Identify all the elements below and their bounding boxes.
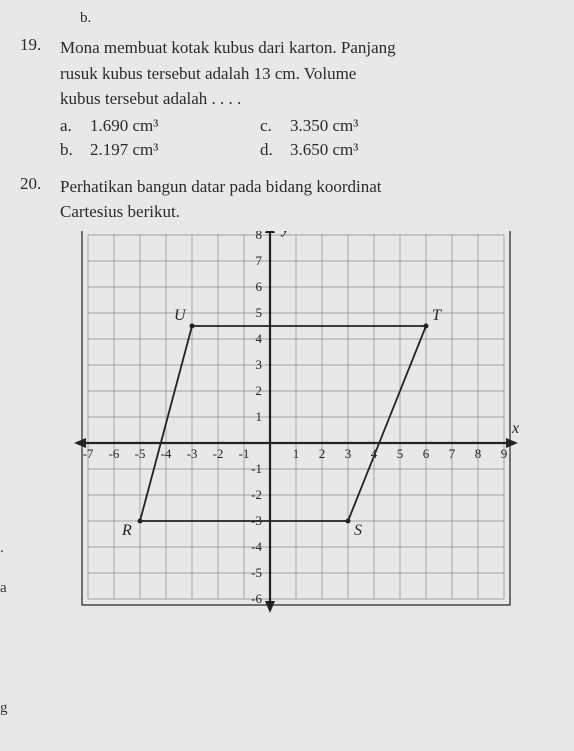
svg-text:-4: -4: [161, 446, 172, 461]
svg-text:T: T: [432, 307, 442, 324]
q19-options: a. 1.690 cm³ b. 2.197 cm³ c. 3.350 cm³ d…: [60, 116, 554, 160]
svg-text:y: y: [280, 231, 290, 237]
q20-line1: Perhatikan bangun datar pada bidang koor…: [60, 174, 381, 200]
question-20: 20. Perhatikan bangun datar pada bidang …: [20, 174, 554, 631]
svg-text:6: 6: [423, 446, 430, 461]
svg-text:9: 9: [501, 446, 508, 461]
q19-optlabel-d: d.: [260, 140, 290, 160]
svg-text:-4: -4: [251, 539, 262, 554]
q19-optlabel-c: c.: [260, 116, 290, 136]
svg-text:8: 8: [256, 231, 263, 242]
svg-text:R: R: [121, 522, 132, 539]
svg-text:1: 1: [256, 409, 263, 424]
q19-optlabel-a: a.: [60, 116, 90, 136]
svg-text:5: 5: [397, 446, 404, 461]
svg-text:4: 4: [256, 331, 263, 346]
side-fragment-1: .: [0, 540, 4, 557]
svg-text:x: x: [511, 420, 519, 437]
side-fragment-3: g: [0, 700, 8, 717]
svg-text:-6: -6: [109, 446, 120, 461]
q19-option-d: d. 3.650 cm³: [260, 140, 358, 160]
svg-text:-6: -6: [251, 591, 262, 606]
svg-text:5: 5: [256, 305, 263, 320]
svg-text:-5: -5: [251, 565, 262, 580]
q20-line2: Cartesius berikut.: [60, 199, 381, 225]
q19-optval-c: 3.350 cm³: [290, 116, 358, 136]
top-fragment: b.: [80, 10, 554, 27]
q19-line2: rusuk kubus tersebut adalah 13 cm. Volum…: [60, 61, 396, 87]
q19-option-c: c. 3.350 cm³: [260, 116, 358, 136]
q19-optval-d: 3.650 cm³: [290, 140, 358, 160]
graph-container: -7-6-5-4-3-2-112345678987654321-1-2-3-4-…: [60, 231, 554, 631]
q19-optval-b: 2.197 cm³: [90, 140, 158, 160]
question-19: 19. Mona membuat kotak kubus dari karton…: [20, 35, 554, 160]
q19-option-b: b. 2.197 cm³: [60, 140, 260, 160]
svg-text:3: 3: [345, 446, 352, 461]
svg-text:6: 6: [256, 279, 263, 294]
svg-text:-7: -7: [83, 446, 94, 461]
coordinate-graph: -7-6-5-4-3-2-112345678987654321-1-2-3-4-…: [60, 231, 540, 631]
q19-line3: kubus tersebut adalah . . . .: [60, 86, 396, 112]
svg-text:7: 7: [449, 446, 456, 461]
svg-text:7: 7: [256, 253, 263, 268]
q19-number: 19.: [20, 35, 60, 112]
svg-text:-5: -5: [135, 446, 146, 461]
svg-text:1: 1: [293, 446, 300, 461]
q19-line1: Mona membuat kotak kubus dari karton. Pa…: [60, 35, 396, 61]
svg-text:-1: -1: [239, 446, 250, 461]
svg-text:S: S: [354, 522, 362, 539]
q19-optlabel-b: b.: [60, 140, 90, 160]
q19-option-a: a. 1.690 cm³: [60, 116, 260, 136]
side-fragment-2: a: [0, 580, 7, 597]
svg-text:8: 8: [475, 446, 482, 461]
svg-text:2: 2: [256, 383, 263, 398]
svg-text:2: 2: [319, 446, 326, 461]
svg-text:-3: -3: [187, 446, 198, 461]
svg-text:-1: -1: [251, 461, 262, 476]
q20-number: 20.: [20, 174, 60, 225]
svg-text:-2: -2: [213, 446, 224, 461]
svg-text:-2: -2: [251, 487, 262, 502]
svg-text:U: U: [174, 307, 187, 324]
svg-text:3: 3: [256, 357, 263, 372]
q19-optval-a: 1.690 cm³: [90, 116, 158, 136]
q19-text: Mona membuat kotak kubus dari karton. Pa…: [60, 35, 396, 112]
q20-text: Perhatikan bangun datar pada bidang koor…: [60, 174, 381, 225]
